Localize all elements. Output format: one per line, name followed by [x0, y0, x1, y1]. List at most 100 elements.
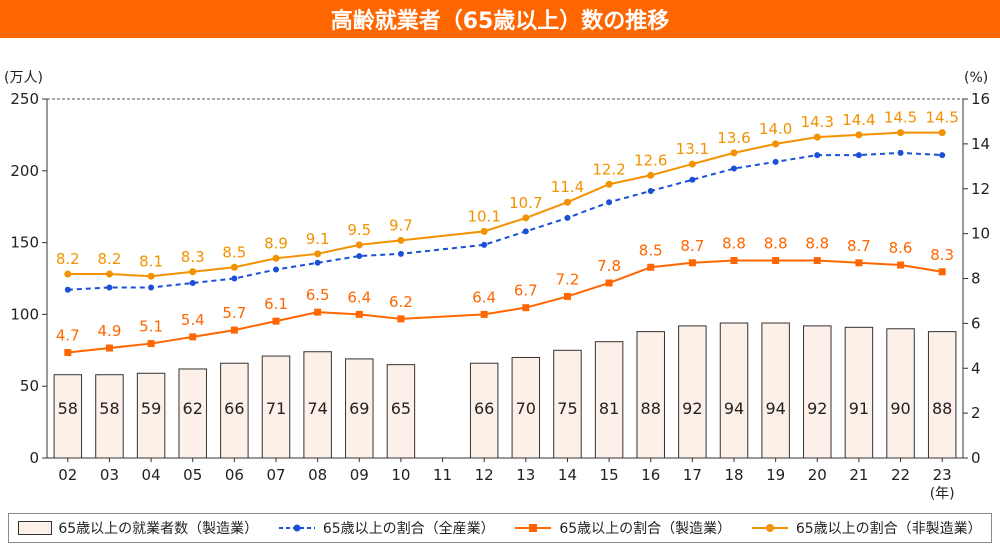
x-tick-label: 17	[683, 466, 702, 484]
legend-circle-line-swatch	[751, 524, 788, 532]
bar-employees	[53, 374, 83, 459]
line-point	[105, 344, 113, 352]
x-tick-label: 10	[391, 466, 410, 484]
legend-square-line-swatch	[515, 524, 552, 532]
line-data-label: 5.4	[181, 311, 205, 329]
left-tick-label: 100	[10, 305, 39, 323]
line-data-label: 7.8	[597, 257, 621, 275]
bar-value-label: 59	[141, 399, 161, 418]
line-point	[231, 275, 238, 282]
bar-employees	[803, 325, 832, 459]
right-tick-label: 8	[971, 270, 981, 288]
bar-employees	[386, 364, 416, 459]
line-point	[772, 140, 780, 148]
line-point	[855, 131, 863, 139]
line-point	[397, 315, 405, 323]
line-data-label: 6.2	[389, 293, 413, 311]
line-point	[189, 268, 197, 276]
line-point	[897, 149, 904, 156]
line-data-label: 14.5	[925, 109, 958, 127]
bar-value-label: 66	[224, 399, 244, 418]
line-data-label: 8.9	[264, 234, 288, 252]
chart-legend: 65歳以上の就業者数（製造業） 65歳以上の割合（全産業） 65歳以上の割合（製…	[8, 513, 992, 543]
line-point	[480, 310, 488, 318]
line-data-label: 9.7	[389, 216, 413, 234]
line-data-label: 14.4	[842, 111, 875, 129]
bar-employees	[844, 326, 874, 459]
right-tick-label: 10	[971, 225, 990, 243]
line-point	[938, 268, 946, 276]
right-tick-label: 6	[971, 314, 981, 332]
x-tick-label: 20	[808, 466, 827, 484]
right-tick-label: 0	[971, 449, 981, 467]
legend-label-manufacturing: 65歳以上の割合（製造業）	[559, 521, 732, 537]
chart-title: 高齢就業者（65歳以上）数の推移	[0, 0, 1000, 38]
bar-employees	[678, 325, 707, 459]
line-point	[106, 284, 113, 291]
bar-value-label: 66	[474, 399, 494, 418]
line-point	[647, 263, 655, 271]
bar-employees	[178, 368, 207, 459]
line-point	[688, 160, 696, 168]
line-point	[147, 340, 155, 348]
line-data-label: 14.3	[801, 113, 834, 131]
bar-employees	[886, 328, 915, 459]
line-point	[897, 129, 905, 137]
x-tick-label: 03	[100, 466, 119, 484]
line-point	[356, 253, 363, 260]
line-point	[189, 279, 196, 286]
line-point	[314, 308, 322, 316]
line-data-label: 8.6	[889, 239, 913, 257]
bar-value-label: 62	[183, 399, 203, 418]
x-tick-label: 22	[891, 466, 910, 484]
bar-employees	[553, 349, 582, 459]
x-unit-label: (年)	[930, 486, 955, 502]
line-point	[772, 257, 780, 265]
bar-value-label: 94	[765, 399, 785, 418]
line-data-label: 11.4	[551, 178, 584, 196]
x-tick-label: 02	[58, 466, 77, 484]
line-point	[148, 284, 155, 291]
line-point	[939, 152, 946, 159]
bar-value-label: 94	[724, 399, 744, 418]
x-tick-label: 21	[849, 466, 868, 484]
legend-item-employees: 65歳以上の就業者数（製造業）	[18, 518, 258, 538]
right-tick-label: 16	[971, 90, 990, 108]
x-tick-label: 15	[600, 466, 619, 484]
line-data-label: 8.5	[222, 243, 246, 261]
line-point	[355, 310, 363, 318]
line-data-label: 8.7	[680, 237, 704, 255]
series-line	[67, 151, 943, 291]
bar-value-label: 74	[307, 399, 327, 418]
bar-employees	[220, 362, 249, 459]
x-tick-label: 06	[225, 466, 244, 484]
legend-label-employees: 65歳以上の就業者数（製造業）	[58, 521, 259, 537]
left-tick-label: 250	[10, 90, 39, 108]
line-data-label: 8.3	[930, 246, 954, 264]
line-point	[813, 257, 821, 265]
y-left-unit-label: (万人)	[4, 70, 43, 86]
line-point	[230, 326, 238, 334]
line-point	[688, 259, 696, 267]
x-tick-label: 11	[433, 466, 452, 484]
bar-value-label: 65	[391, 399, 411, 418]
legend-bar-swatch	[18, 521, 53, 535]
line-point	[647, 171, 655, 179]
right-tick-label: 2	[971, 404, 981, 422]
bar-value-label: 75	[557, 399, 577, 418]
bar-value-label: 88	[932, 399, 952, 418]
bar-value-label: 90	[890, 399, 910, 418]
line-data-label: 8.1	[139, 252, 163, 270]
line-point	[605, 180, 613, 188]
y-right-unit-label: (%)	[964, 70, 988, 86]
bar-employees	[761, 322, 790, 459]
bar-value-label: 81	[599, 399, 619, 418]
legend-item-all-industries: 65歳以上の割合（全産業）	[277, 518, 495, 538]
line-point	[855, 259, 863, 267]
left-tick-label: 150	[10, 234, 39, 252]
x-tick-label: 14	[558, 466, 577, 484]
bar-employees	[927, 331, 957, 459]
x-tick-label: 18	[724, 466, 743, 484]
x-tick-label: 23	[933, 466, 952, 484]
